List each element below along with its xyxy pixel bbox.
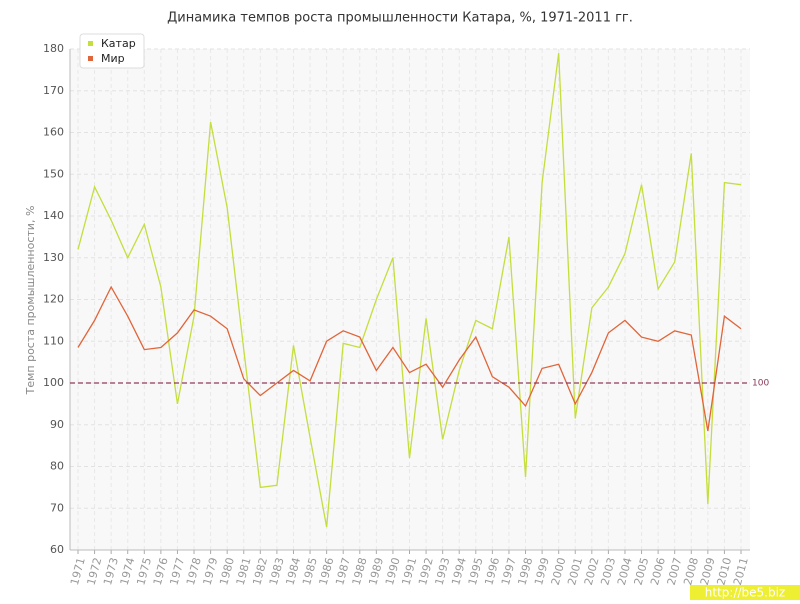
legend-swatch <box>88 56 93 61</box>
x-tick-label: 2011 <box>731 556 751 586</box>
y-tick-label: 70 <box>50 501 64 514</box>
y-tick-label: 90 <box>50 418 64 431</box>
y-tick-label: 80 <box>50 460 64 473</box>
watermark-background <box>690 585 800 600</box>
y-tick-label: 120 <box>43 293 64 306</box>
lines <box>70 53 750 528</box>
reference-label: 100 <box>752 379 769 389</box>
series-line <box>77 53 742 528</box>
series-line <box>77 285 742 432</box>
y-tick-label: 130 <box>43 251 64 264</box>
legend: Катар Мир <box>79 33 145 69</box>
y-tick-label: 110 <box>43 334 64 347</box>
y-axis-label: Темп роста промышленности, % <box>24 206 37 396</box>
y-tick-label: 180 <box>43 42 64 55</box>
chart-title: Динамика темпов роста промышленности Кат… <box>167 11 633 26</box>
y-tick-label: 170 <box>43 84 64 97</box>
y-tick-label: 100 <box>43 376 64 389</box>
y-tick-label: 60 <box>50 543 64 556</box>
legend-label: Мир <box>101 52 125 65</box>
legend-box <box>79 33 145 69</box>
y-tick-label: 140 <box>43 209 64 222</box>
legend-label: Катар <box>101 37 136 50</box>
y-tick-label: 150 <box>43 167 64 180</box>
y-tick-label: 160 <box>43 126 64 139</box>
watermark: http://be5.biz <box>705 586 785 600</box>
legend-swatch <box>88 41 93 46</box>
